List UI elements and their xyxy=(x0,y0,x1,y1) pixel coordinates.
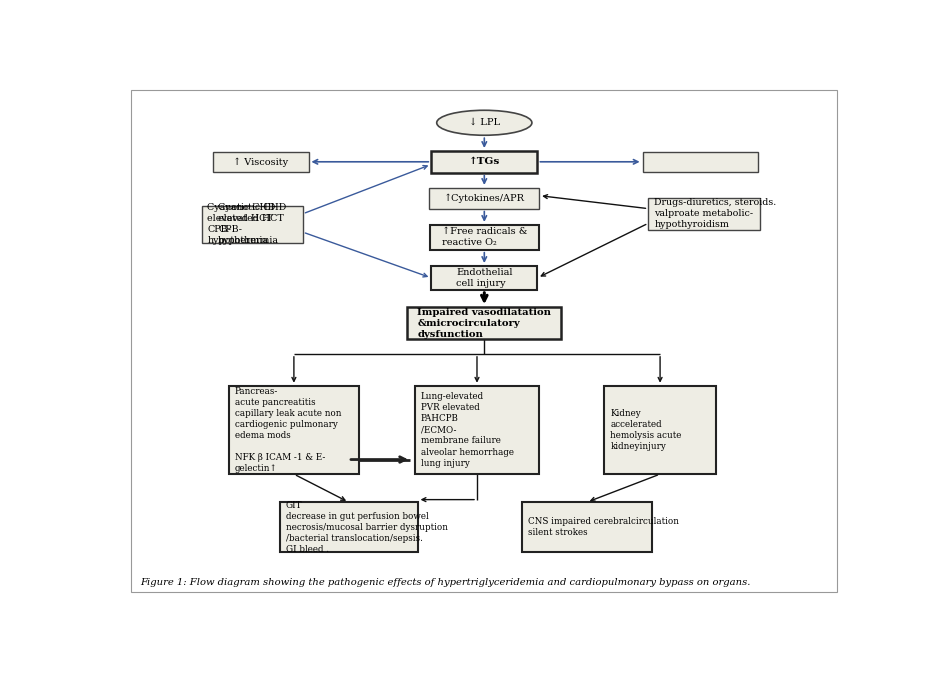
Text: Kidney
accelerated
hemolysis acute
kidneyinjury: Kidney accelerated hemolysis acute kidne… xyxy=(610,409,681,451)
Text: Impaired vasodilatation
&microcirculatory
dysfunction: Impaired vasodilatation &microcirculator… xyxy=(417,308,550,339)
FancyBboxPatch shape xyxy=(414,385,539,474)
FancyBboxPatch shape xyxy=(430,266,537,290)
Text: ↑ Viscosity: ↑ Viscosity xyxy=(233,157,288,166)
FancyBboxPatch shape xyxy=(430,151,537,173)
FancyBboxPatch shape xyxy=(642,152,757,172)
Text: Figure 1: Flow diagram showing the pathogenic effects of hypertriglyceridemia an: Figure 1: Flow diagram showing the patho… xyxy=(140,578,750,587)
FancyBboxPatch shape xyxy=(201,206,302,243)
Text: Endothelial
cell injury: Endothelial cell injury xyxy=(456,268,512,288)
Text: ↑TGs: ↑TGs xyxy=(468,158,499,166)
FancyBboxPatch shape xyxy=(604,385,715,474)
FancyBboxPatch shape xyxy=(430,225,538,249)
FancyBboxPatch shape xyxy=(521,502,651,552)
FancyBboxPatch shape xyxy=(228,385,359,474)
FancyBboxPatch shape xyxy=(279,502,417,552)
Text: Drugs-diuretics, steroids.
valproate metabolic-
hypothyroidism: Drugs-diuretics, steroids. valproate met… xyxy=(653,198,776,229)
Text: ↓ LPL: ↓ LPL xyxy=(468,118,499,127)
Text: ↑Free radicals &
reactive O₂: ↑Free radicals & reactive O₂ xyxy=(441,227,527,247)
Text: Pancreas-
acute pancreatitis
capillary leak acute non
cardiogenic pulmonary
edem: Pancreas- acute pancreatitis capillary l… xyxy=(234,387,341,473)
Text: GIT
decrease in gut perfusion bowel
necrosis/mucosal barrier dysruption
/bacteri: GIT decrease in gut perfusion bowel necr… xyxy=(285,500,447,554)
FancyBboxPatch shape xyxy=(213,152,308,172)
FancyBboxPatch shape xyxy=(429,188,539,209)
Text: CNS impaired cerebralcirculation
silent strokes: CNS impaired cerebralcirculation silent … xyxy=(527,517,678,537)
Text: Cyanotic CHD
elevated HCT
CPB-
hypothermia: Cyanotic CHD elevated HCT CPB- hypotherm… xyxy=(208,203,276,245)
Text: Cyanotic CHD
elevated HCT
CPB-
hypothermia: Cyanotic CHD elevated HCT CPB- hypotherm… xyxy=(218,203,286,245)
Text: ↑Cytokines/APR: ↑Cytokines/APR xyxy=(444,193,524,203)
FancyBboxPatch shape xyxy=(407,307,561,339)
Text: Lung-elevated
PVR elevated
PAHCPB
/ECMO-
membrane failure
alveolar hemorrhage
lu: Lung-elevated PVR elevated PAHCPB /ECMO-… xyxy=(420,392,513,468)
FancyBboxPatch shape xyxy=(648,197,759,230)
Ellipse shape xyxy=(436,110,531,135)
